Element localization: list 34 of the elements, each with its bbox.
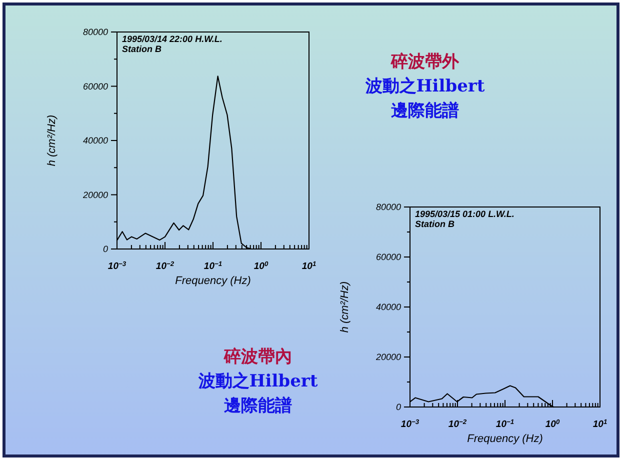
y-axis-title: h (cm²/Hz) <box>46 114 58 166</box>
y-tick-label: 20000 <box>374 352 401 362</box>
x-tick-label: 10$^{0}$ <box>545 418 560 430</box>
text: 邊際能譜 <box>391 101 459 121</box>
y-tick-label: 80000 <box>376 202 401 212</box>
text: 邊際能譜 <box>224 396 292 416</box>
y-tick-label: 20000 <box>82 190 108 200</box>
x-tick-label: 10$^{−2}$ <box>448 418 467 430</box>
y-tick-label: 0 <box>102 244 108 254</box>
annotation: 1995/03/14 22:00 H.W.L. <box>122 34 222 44</box>
y-tick-label: 60000 <box>82 81 108 92</box>
y-tick-label: 80000 <box>82 27 108 37</box>
y-tick-label: 0 <box>396 402 401 412</box>
x-tick-label: 10$^{0}$ <box>254 260 268 272</box>
x-axis-title: Frequency (Hz) <box>467 433 544 445</box>
annotation: Station B <box>122 44 162 54</box>
annotation: 1995/03/15 01:00 L.W.L. <box>415 209 514 219</box>
text: 波動之Hilbert <box>197 372 318 392</box>
y-axis-title: h (cm²/Hz) <box>339 281 351 333</box>
x-axis-title: Frequency (Hz) <box>175 275 252 287</box>
x-tick-label: 10$^{1}$ <box>302 260 316 272</box>
x-tick-label: 10$^{−2}$ <box>156 260 174 272</box>
x-tick-label: 10$^{−1}$ <box>496 418 514 430</box>
x-tick-label: 10$^{−3}$ <box>108 260 126 272</box>
x-tick-label: 10$^{−1}$ <box>204 260 222 272</box>
annotation: Station B <box>415 219 455 229</box>
x-tick-label: 10$^{−3}$ <box>400 418 420 430</box>
y-tick-label: 60000 <box>376 252 401 262</box>
y-tick-label: 40000 <box>376 302 401 312</box>
x-tick-label: 10$^{1}$ <box>592 418 608 430</box>
text: 碎波帶外 <box>390 52 460 72</box>
text: 碎波帶內 <box>223 347 292 367</box>
text: 波動之Hilbert <box>364 76 485 96</box>
y-tick-label: 40000 <box>82 136 108 146</box>
